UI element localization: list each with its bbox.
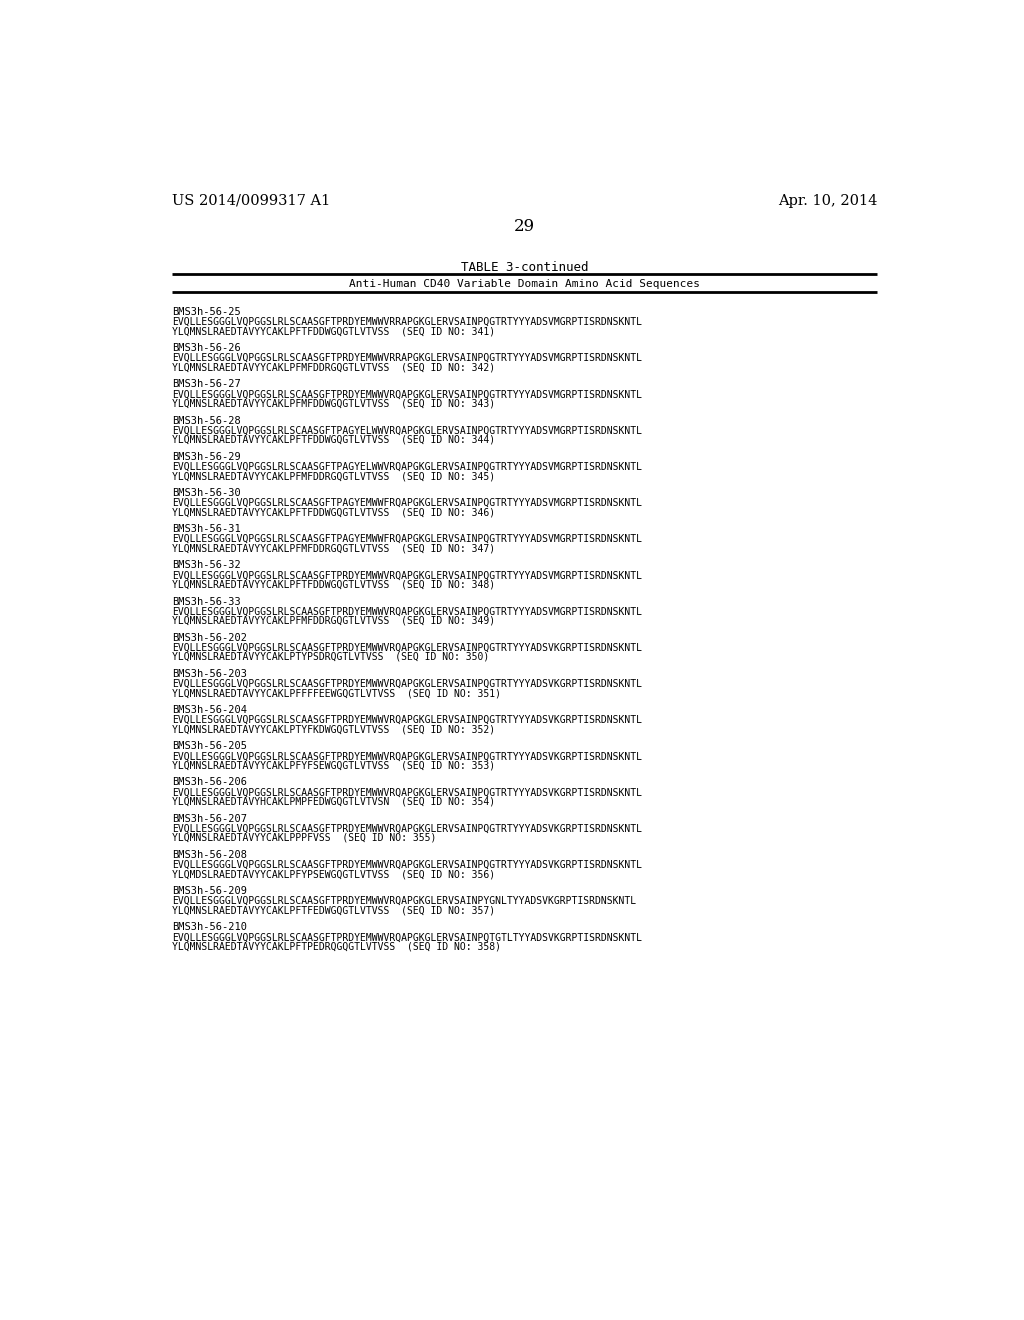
Text: BMS3h-56-28: BMS3h-56-28 <box>172 416 241 425</box>
Text: BMS3h-56-30: BMS3h-56-30 <box>172 488 241 498</box>
Text: EVQLLESGGGLVQPGGSLRLSCAASGFTPRDYEMWWVRQAPGKGLERVSAINPQGTRTYYYADSVKGRPTISRDNSKNTL: EVQLLESGGGLVQPGGSLRLSCAASGFTPRDYEMWWVRQA… <box>172 788 642 797</box>
Text: BMS3h-56-203: BMS3h-56-203 <box>172 669 247 678</box>
Text: EVQLLESGGGLVQPGGSLRLSCAASGFTPAGYELWWVRQAPGKGLERVSAINPQGTRTYYYADSVMGRPTISRDNSKNTL: EVQLLESGGGLVQPGGSLRLSCAASGFTPAGYELWWVRQA… <box>172 462 642 471</box>
Text: BMS3h-56-26: BMS3h-56-26 <box>172 343 241 354</box>
Text: EVQLLESGGGLVQPGGSLRLSCAASGFTPRDYEMWWVRQAPGKGLERVSAINPYGNLTYYADSVKGRPTISRDNSKNTL: EVQLLESGGGLVQPGGSLRLSCAASGFTPRDYEMWWVRQA… <box>172 896 636 906</box>
Text: BMS3h-56-206: BMS3h-56-206 <box>172 777 247 788</box>
Text: EVQLLESGGGLVQPGGSLRLSCAASGFTPRDYEMWWVRQAPGKGLERVSAINPQTGTLTYYADSVKGRPTISRDNSKNTL: EVQLLESGGGLVQPGGSLRLSCAASGFTPRDYEMWWVRQA… <box>172 932 642 942</box>
Text: BMS3h-56-25: BMS3h-56-25 <box>172 308 241 317</box>
Text: YLQMNSLRAEDTAVYYCAKLPTYPSDRQGTLVTVSS  (SEQ ID NO: 350): YLQMNSLRAEDTAVYYCAKLPTYPSDRQGTLVTVSS (SE… <box>172 652 489 661</box>
Text: EVQLLESGGGLVQPGGSLRLSCAASGFTPRDYEMWWVRQAPGKGLERVSAINPQGTRTYYYADSVMGRPTISRDNSKNTL: EVQLLESGGGLVQPGGSLRLSCAASGFTPRDYEMWWVRQA… <box>172 570 642 581</box>
Text: YLQMNSLRAEDTAVYYCAKLPFMFDDRGQGTLVTVSS  (SEQ ID NO: 349): YLQMNSLRAEDTAVYYCAKLPFMFDDRGQGTLVTVSS (S… <box>172 615 496 626</box>
Text: BMS3h-56-205: BMS3h-56-205 <box>172 742 247 751</box>
Text: YLQMNSLRAEDTAVYYCAKLPFTFDDWGQGTLVTVSS  (SEQ ID NO: 344): YLQMNSLRAEDTAVYYCAKLPFTFDDWGQGTLVTVSS (S… <box>172 434 496 445</box>
Text: YLQMNSLRAEDTAVYYCAKLPFTPEDRQGQGTLVTVSS  (SEQ ID NO: 358): YLQMNSLRAEDTAVYYCAKLPFTPEDRQGQGTLVTVSS (… <box>172 941 501 952</box>
Text: YLQMNSLRAEDTAVYHCAKLPMPFEDWGQGTLVTVSN  (SEQ ID NO: 354): YLQMNSLRAEDTAVYHCAKLPMPFEDWGQGTLVTVSN (S… <box>172 797 496 807</box>
Text: YLQMNSLRAEDTAVYYCAKLPFMFDDRGQGTLVTVSS  (SEQ ID NO: 345): YLQMNSLRAEDTAVYYCAKLPFMFDDRGQGTLVTVSS (S… <box>172 471 496 480</box>
Text: EVQLLESGGGLVQPGGSLRLSCAASGFTPRDYEMWWVRQAPGKGLERVSAINPQGTRTYYYADSVKGRPTISRDNSKNTL: EVQLLESGGGLVQPGGSLRLSCAASGFTPRDYEMWWVRQA… <box>172 678 642 689</box>
Text: BMS3h-56-209: BMS3h-56-209 <box>172 886 247 896</box>
Text: TABLE 3-continued: TABLE 3-continued <box>461 261 589 273</box>
Text: Anti-Human CD40 Variable Domain Amino Acid Sequences: Anti-Human CD40 Variable Domain Amino Ac… <box>349 280 700 289</box>
Text: Apr. 10, 2014: Apr. 10, 2014 <box>778 194 878 207</box>
Text: EVQLLESGGGLVQPGGSLRLSCAASGFTPRDYEMWWVRQAPGKGLERVSAINPQGTRTYYYADSVKGRPTISRDNSKNTL: EVQLLESGGGLVQPGGSLRLSCAASGFTPRDYEMWWVRQA… <box>172 715 642 725</box>
Text: BMS3h-56-208: BMS3h-56-208 <box>172 850 247 859</box>
Text: YLQMNSLRAEDTAVYYCAKLPPPFVSS  (SEQ ID NO: 355): YLQMNSLRAEDTAVYYCAKLPPPFVSS (SEQ ID NO: … <box>172 833 436 843</box>
Text: BMS3h-56-27: BMS3h-56-27 <box>172 379 241 389</box>
Text: 29: 29 <box>514 218 536 235</box>
Text: YLQMDSLRAEDTAVYYCAKLPFYPSEWGQGTLVTVSS  (SEQ ID NO: 356): YLQMDSLRAEDTAVYYCAKLPFYPSEWGQGTLVTVSS (S… <box>172 869 496 879</box>
Text: EVQLLESGGGLVQPGGSLRLSCAASGFTPRDYEMWWVRQAPGKGLERVSAINPQGTRTYYYADSVKGRPTISRDNSKNTL: EVQLLESGGGLVQPGGSLRLSCAASGFTPRDYEMWWVRQA… <box>172 643 642 652</box>
Text: BMS3h-56-202: BMS3h-56-202 <box>172 632 247 643</box>
Text: YLQMNSLRAEDTAVYYCAKLPTYFKDWGQGTLVTVSS  (SEQ ID NO: 352): YLQMNSLRAEDTAVYYCAKLPTYFKDWGQGTLVTVSS (S… <box>172 725 496 734</box>
Text: EVQLLESGGGLVQPGGSLRLSCAASGFTPAGYELWWVRQAPGKGLERVSAINPQGTRTYYYADSVMGRPTISRDNSKNTL: EVQLLESGGGLVQPGGSLRLSCAASGFTPAGYELWWVRQA… <box>172 425 642 436</box>
Text: YLQMNSLRAEDTAVYYCAKLPFYFSEWGQGTLVTVSS  (SEQ ID NO: 353): YLQMNSLRAEDTAVYYCAKLPFYFSEWGQGTLVTVSS (S… <box>172 760 496 771</box>
Text: EVQLLESGGGLVQPGGSLRLSCAASGFTPRDYEMWWVRRAPGKGLERVSAINPQGTRTYYYADSVMGRPTISRDNSKNTL: EVQLLESGGGLVQPGGSLRLSCAASGFTPRDYEMWWVRRA… <box>172 317 642 327</box>
Text: EVQLLESGGGLVQPGGSLRLSCAASGFTPRDYEMWWVRQAPGKGLERVSAINPQGTRTYYYADSVMGRPTISRDNSKNTL: EVQLLESGGGLVQPGGSLRLSCAASGFTPRDYEMWWVRQA… <box>172 389 642 400</box>
Text: BMS3h-56-207: BMS3h-56-207 <box>172 813 247 824</box>
Text: EVQLLESGGGLVQPGGSLRLSCAASGFTPAGYEMWWFRQAPGKGLERVSAINPQGTRTYYYADSVMGRPTISRDNSKNTL: EVQLLESGGGLVQPGGSLRLSCAASGFTPAGYEMWWFRQA… <box>172 498 642 508</box>
Text: BMS3h-56-29: BMS3h-56-29 <box>172 451 241 462</box>
Text: YLQMNSLRAEDTAVYYCAKLPFMFDDRGQGTLVTVSS  (SEQ ID NO: 342): YLQMNSLRAEDTAVYYCAKLPFMFDDRGQGTLVTVSS (S… <box>172 363 496 372</box>
Text: BMS3h-56-33: BMS3h-56-33 <box>172 597 241 606</box>
Text: YLQMNSLRAEDTAVYYCAKLPFTFDDWGQGTLVTVSS  (SEQ ID NO: 348): YLQMNSLRAEDTAVYYCAKLPFTFDDWGQGTLVTVSS (S… <box>172 579 496 590</box>
Text: YLQMNSLRAEDTAVYYCAKLPFTFDDWGQGTLVTVSS  (SEQ ID NO: 341): YLQMNSLRAEDTAVYYCAKLPFTFDDWGQGTLVTVSS (S… <box>172 326 496 337</box>
Text: EVQLLESGGGLVQPGGSLRLSCAASGFTPAGYEMWWFRQAPGKGLERVSAINPQGTRTYYYADSVMGRPTISRDNSKNTL: EVQLLESGGGLVQPGGSLRLSCAASGFTPAGYEMWWFRQA… <box>172 535 642 544</box>
Text: EVQLLESGGGLVQPGGSLRLSCAASGFTPRDYEMWWVRQAPGKGLERVSAINPQGTRTYYYADSVKGRPTISRDNSKNTL: EVQLLESGGGLVQPGGSLRLSCAASGFTPRDYEMWWVRQA… <box>172 824 642 834</box>
Text: YLQMNSLRAEDTAVYYCAKLPFTFEDWGQGTLVTVSS  (SEQ ID NO: 357): YLQMNSLRAEDTAVYYCAKLPFTFEDWGQGTLVTVSS (S… <box>172 906 496 915</box>
Text: EVQLLESGGGLVQPGGSLRLSCAASGFTPRDYEMWWVRQAPGKGLERVSAINPQGTRTYYYADSVKGRPTISRDNSKNTL: EVQLLESGGGLVQPGGSLRLSCAASGFTPRDYEMWWVRQA… <box>172 859 642 870</box>
Text: YLQMNSLRAEDTAVYYCAKLPFMFDDRGQGTLVTVSS  (SEQ ID NO: 347): YLQMNSLRAEDTAVYYCAKLPFMFDDRGQGTLVTVSS (S… <box>172 544 496 553</box>
Text: BMS3h-56-32: BMS3h-56-32 <box>172 560 241 570</box>
Text: US 2014/0099317 A1: US 2014/0099317 A1 <box>172 194 331 207</box>
Text: BMS3h-56-210: BMS3h-56-210 <box>172 923 247 932</box>
Text: EVQLLESGGGLVQPGGSLRLSCAASGFTPRDYEMWWVRQAPGKGLERVSAINPQGTRTYYYADSVMGRPTISRDNSKNTL: EVQLLESGGGLVQPGGSLRLSCAASGFTPRDYEMWWVRQA… <box>172 607 642 616</box>
Text: EVQLLESGGGLVQPGGSLRLSCAASGFTPRDYEMWWVRQAPGKGLERVSAINPQGTRTYYYADSVKGRPTISRDNSKNTL: EVQLLESGGGLVQPGGSLRLSCAASGFTPRDYEMWWVRQA… <box>172 751 642 762</box>
Text: BMS3h-56-31: BMS3h-56-31 <box>172 524 241 535</box>
Text: EVQLLESGGGLVQPGGSLRLSCAASGFTPRDYEMWWVRRAPGKGLERVSAINPQGTRTYYYADSVMGRPTISRDNSKNTL: EVQLLESGGGLVQPGGSLRLSCAASGFTPRDYEMWWVRRA… <box>172 354 642 363</box>
Text: YLQMNSLRAEDTAVYYCAKLPFTFDDWGQGTLVTVSS  (SEQ ID NO: 346): YLQMNSLRAEDTAVYYCAKLPFTFDDWGQGTLVTVSS (S… <box>172 507 496 517</box>
Text: YLQMNSLRAEDTAVYYCAKLPFMFDDWGQGTLVTVSS  (SEQ ID NO: 343): YLQMNSLRAEDTAVYYCAKLPFMFDDWGQGTLVTVSS (S… <box>172 399 496 409</box>
Text: YLQMNSLRAEDTAVYYCAKLPFFFFEEWGQGTLVTVSS  (SEQ ID NO: 351): YLQMNSLRAEDTAVYYCAKLPFFFFEEWGQGTLVTVSS (… <box>172 688 501 698</box>
Text: BMS3h-56-204: BMS3h-56-204 <box>172 705 247 715</box>
